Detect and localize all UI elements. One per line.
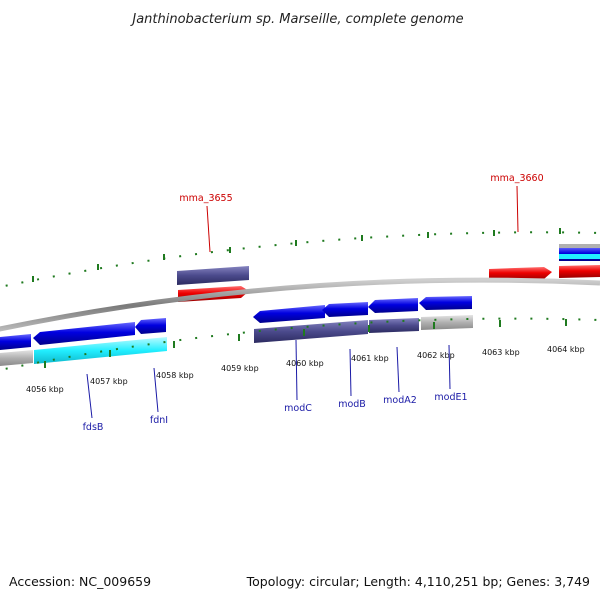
map-title: Janthinobacterium sp. Marseille, complet… [129,12,463,27]
gene-label-modA2[interactable]: modA2 [383,395,417,406]
accession-text: Accession: NC_009659 [9,574,151,589]
cds-modA2-arrow[interactable] [368,298,418,313]
scale-label-4063: 4063 kbp [482,348,520,357]
cog-bar-mma-3655[interactable] [177,266,249,285]
cog-bar-modC-modB[interactable] [254,320,368,343]
inner-leader-lines [86,339,451,419]
gene-label-modB[interactable]: modB [338,399,366,410]
cog-bar-edge-grey[interactable] [559,244,600,248]
gene-label-fdnI[interactable]: fdnI [150,415,168,426]
inner-major-ticks [44,319,567,368]
inner-tick-ring [0,317,600,372]
scale-label-4057: 4057 kbp [90,377,128,386]
cds-modC-arrow[interactable] [253,305,325,323]
scale-label-4062: 4062 kbp [417,351,455,360]
gene-label-modE1[interactable]: modE1 [434,392,467,403]
genome-summary-text: Topology: circular; Length: 4,110,251 bp… [246,574,590,589]
scale-label-4064: 4064 kbp [547,345,585,354]
cog-bar-modE1[interactable] [421,315,473,330]
gene-label-mma-3660[interactable]: mma_3660 [490,173,543,184]
scale-label-4058: 4058 kbp [156,371,194,380]
scale-label-4061: 4061 kbp [351,354,389,363]
cds-modB-arrow[interactable] [322,302,368,317]
cds-edge-red[interactable] [559,265,600,278]
cds-modE1-arrow[interactable] [419,296,472,310]
cds-fdnI-arrow[interactable] [135,318,166,334]
gene-label-modC[interactable]: modC [284,403,312,414]
gene-label-mma-3655[interactable]: mma_3655 [179,193,232,204]
scale-label-4059: 4059 kbp [221,364,259,373]
cog-bar-fdsB[interactable] [34,337,167,364]
leader-mma-3655 [206,205,211,253]
genome-backbone [0,277,600,332]
cds-mma-3660-arrow[interactable] [489,267,552,280]
scale-label-4060: 4060 kbp [286,359,324,368]
cds-fdsB-arrow[interactable] [33,322,135,345]
cog-bar-modA2[interactable] [369,318,419,333]
gene-label-fdsB[interactable]: fdsB [83,422,104,433]
scale-label-4056: 4056 kbp [26,385,64,394]
cog-bar-left-grey[interactable] [0,350,33,366]
cds-left-edge-arrow[interactable] [0,334,31,350]
outer-major-ticks [32,228,561,282]
leader-mma-3660 [516,185,519,233]
cog-bar-edge-cyan[interactable] [559,254,600,259]
